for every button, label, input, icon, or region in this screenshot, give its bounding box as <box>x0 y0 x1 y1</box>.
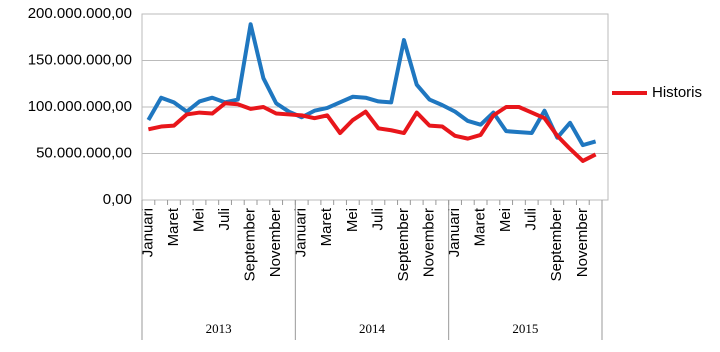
group-label: 2013 <box>206 321 232 336</box>
x-tick-label: Januari <box>139 208 156 257</box>
y-tick-label: 100.000.000,00 <box>28 98 132 115</box>
x-tick-label: November <box>420 208 437 277</box>
x-tick-label: Juli <box>216 208 233 231</box>
group-label: 2014 <box>359 321 386 336</box>
x-tick-label: Maret <box>318 207 335 246</box>
y-tick-label: 200.000.000,00 <box>28 5 132 22</box>
x-tick-label: Mei <box>344 208 361 232</box>
legend-label: Historis <box>652 84 702 101</box>
x-tick-label: Mei <box>190 208 207 232</box>
y-tick-label: 50.000.000,00 <box>36 144 132 161</box>
y-tick-label: 0,00 <box>103 191 132 208</box>
x-tick-label: November <box>267 208 284 277</box>
x-tick-label: September <box>242 208 259 281</box>
x-tick-label: Maret <box>472 207 489 246</box>
group-label: 2015 <box>512 321 538 336</box>
x-tick-label: Januari <box>293 208 310 257</box>
x-tick-label: Juli <box>523 208 540 231</box>
x-tick-label: Januari <box>446 208 463 257</box>
x-tick-label: Mei <box>497 208 514 232</box>
x-tick-label: September <box>395 208 412 281</box>
x-tick-label: Maret <box>165 207 182 246</box>
y-tick-label: 150.000.000,00 <box>28 51 132 68</box>
x-tick-label: November <box>574 208 591 277</box>
x-tick-label: Juli <box>369 208 386 231</box>
line-series <box>146 22 597 148</box>
x-tick-label: September <box>548 208 565 281</box>
plot-frame <box>141 13 609 201</box>
line-series <box>147 101 597 163</box>
